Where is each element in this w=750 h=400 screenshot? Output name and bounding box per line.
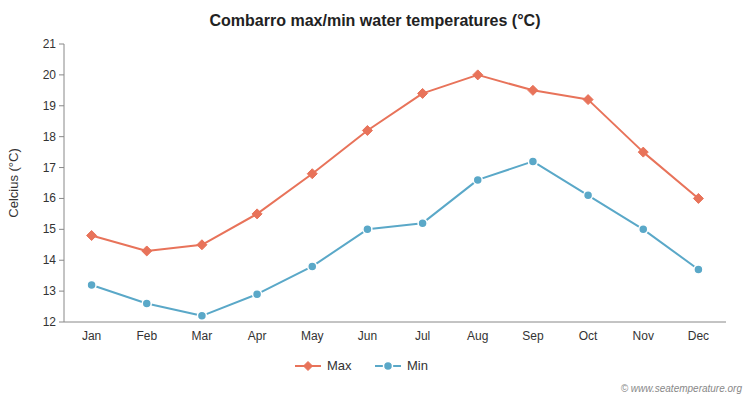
y-tick-label: 18: [43, 130, 57, 144]
x-tick-label: Jun: [358, 329, 377, 343]
y-axis-label: Celcius (°C): [6, 148, 21, 217]
marker: [694, 265, 703, 274]
chart: Combarro max/min water temperatures (°C)…: [0, 0, 750, 400]
legend-marker: [304, 362, 313, 371]
marker: [473, 70, 483, 80]
marker: [142, 299, 151, 308]
marker: [418, 219, 427, 228]
y-tick-label: 20: [43, 68, 57, 82]
x-tick-label: Mar: [192, 329, 213, 343]
y-tick: [59, 167, 64, 168]
marker: [639, 225, 648, 234]
marker: [253, 290, 262, 299]
x-tick-label: Feb: [136, 329, 157, 343]
y-tick-label: 13: [43, 284, 57, 298]
marker: [693, 193, 703, 203]
y-tick-label: 12: [43, 315, 57, 329]
marker: [363, 225, 372, 234]
y-tick-label: 21: [43, 37, 57, 51]
marker: [252, 209, 262, 219]
marker: [308, 262, 317, 271]
x-tick-label: Jan: [82, 329, 101, 343]
marker: [87, 231, 97, 241]
series: [87, 157, 703, 320]
series: [87, 70, 704, 256]
marker: [142, 246, 152, 256]
marker: [87, 280, 96, 289]
plot-area: [87, 70, 704, 320]
y-tick-label: 17: [43, 161, 57, 175]
line: [92, 161, 699, 315]
line: [92, 75, 699, 251]
y-tick-label: 16: [43, 191, 57, 205]
y-tick-label: 14: [43, 253, 57, 267]
x-tick-label: Dec: [688, 329, 709, 343]
y-axis: [64, 44, 65, 322]
legend-label: Max: [327, 358, 352, 373]
x-tick-label: Aug: [467, 329, 488, 343]
marker: [307, 169, 317, 179]
y-tick: [59, 44, 64, 45]
x-tick-label: Oct: [579, 329, 598, 343]
y-tick: [59, 260, 64, 261]
y-tick: [59, 136, 64, 137]
title: Combarro max/min water temperatures (°C): [210, 12, 541, 29]
x-tick-label: Nov: [633, 329, 654, 343]
y-tick: [59, 105, 64, 106]
y-tick: [59, 229, 64, 230]
marker: [583, 95, 593, 105]
x-tick-label: Apr: [248, 329, 267, 343]
x-tick-label: Jul: [415, 329, 430, 343]
marker: [584, 191, 593, 200]
marker: [528, 157, 537, 166]
y-tick: [59, 198, 64, 199]
marker: [473, 175, 482, 184]
legend-marker: [384, 362, 393, 371]
marker: [638, 147, 648, 157]
marker: [528, 85, 538, 95]
marker: [197, 311, 206, 320]
x-tick-label: Sep: [522, 329, 544, 343]
legend: Max Min: [295, 358, 428, 373]
x-tick-label: May: [301, 329, 324, 343]
y-tick-label: 15: [43, 222, 57, 236]
annotation: © www.seatemperature.org: [621, 383, 743, 394]
marker: [197, 240, 207, 250]
y-tick: [59, 322, 64, 323]
y-tick-label: 19: [43, 99, 57, 113]
y-tick: [59, 291, 64, 292]
marker: [418, 88, 428, 98]
x-axis: [64, 322, 726, 323]
marker: [362, 125, 372, 135]
legend-label: Min: [407, 358, 428, 373]
y-tick: [59, 74, 64, 75]
